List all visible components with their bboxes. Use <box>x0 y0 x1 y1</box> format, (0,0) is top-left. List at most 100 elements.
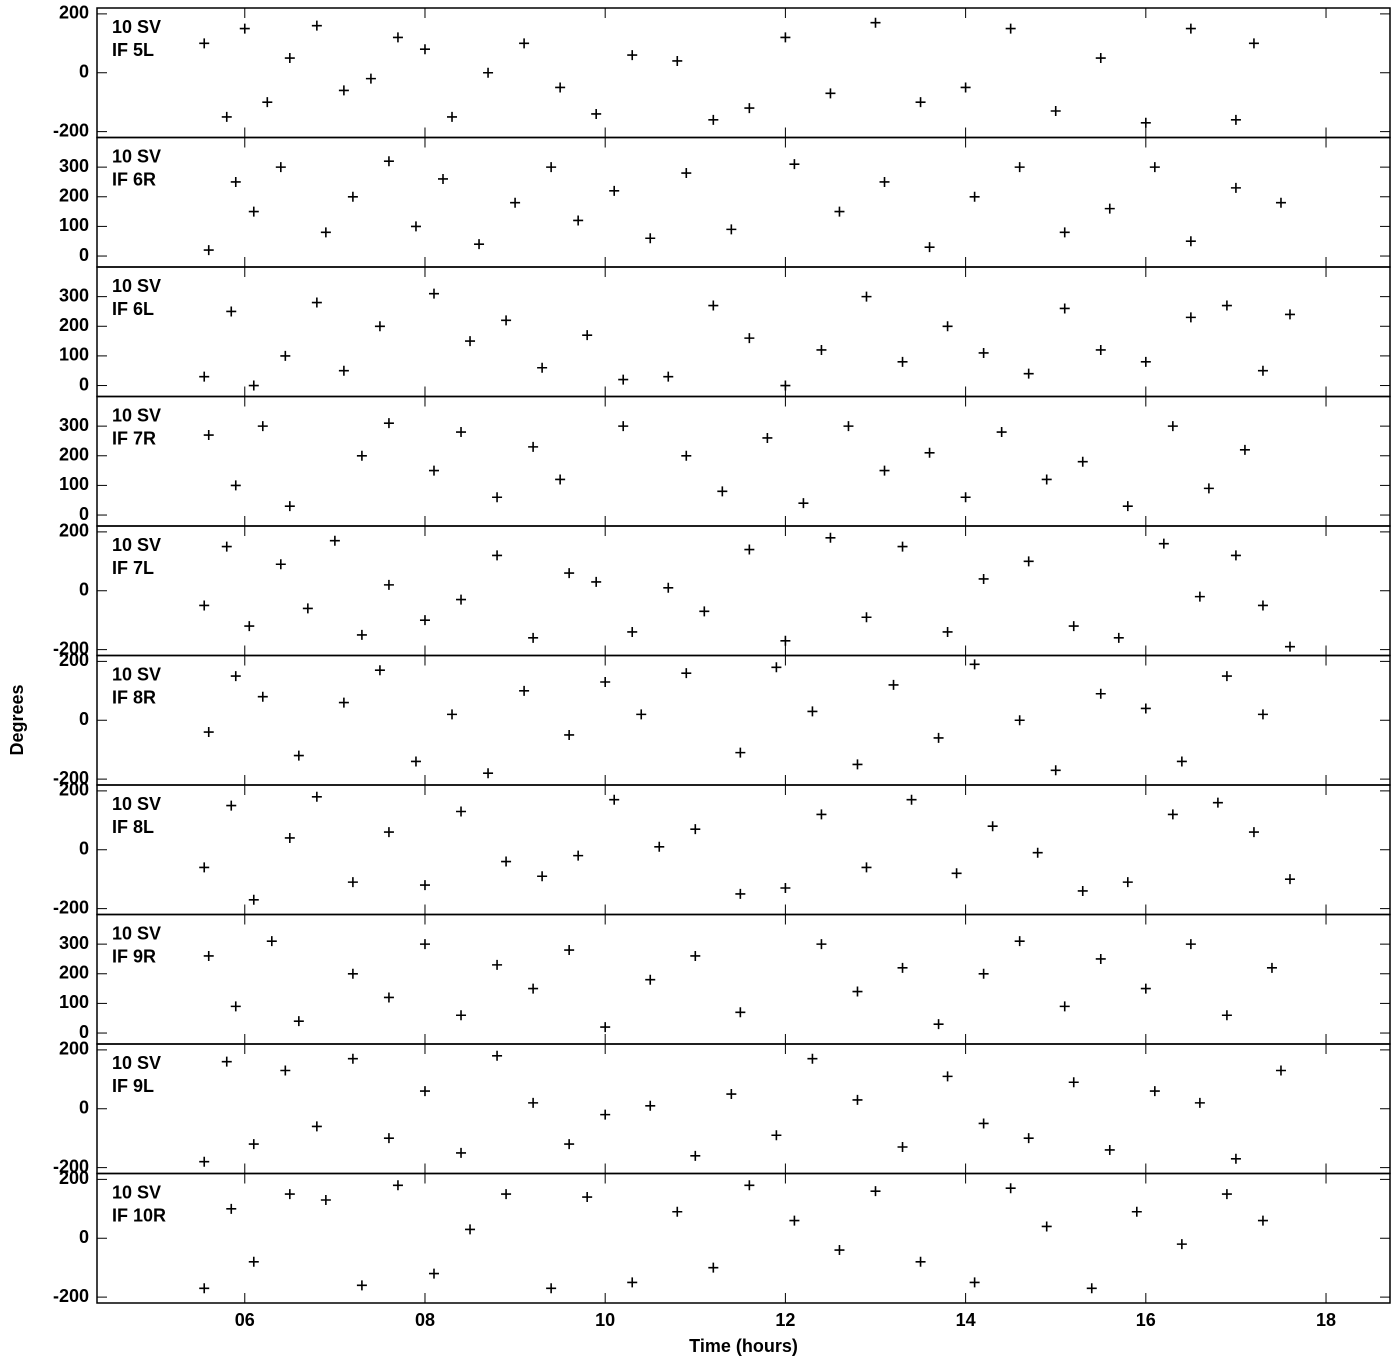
point <box>771 1130 782 1141</box>
point <box>284 1189 295 1200</box>
point <box>681 450 692 461</box>
point <box>1185 23 1196 34</box>
point <box>266 936 277 947</box>
point <box>564 729 575 740</box>
point <box>636 709 647 720</box>
point <box>987 821 998 832</box>
point <box>1140 117 1151 128</box>
point <box>555 474 566 485</box>
point <box>419 1086 430 1097</box>
point <box>744 333 755 344</box>
point <box>1014 715 1025 726</box>
point <box>789 1215 800 1226</box>
point <box>528 632 539 643</box>
y-tick-label: 0 <box>79 1227 89 1247</box>
point <box>1257 365 1268 376</box>
y-tick-label: 100 <box>59 474 89 494</box>
point <box>1104 1144 1115 1155</box>
point <box>284 501 295 512</box>
x-axis-label: Time (hours) <box>689 1336 798 1356</box>
point <box>1167 421 1178 432</box>
point <box>816 344 827 355</box>
point <box>1194 1097 1205 1108</box>
panel-label: IF 5L <box>112 40 154 60</box>
point <box>474 239 485 250</box>
point <box>1131 1206 1142 1217</box>
point <box>528 1097 539 1108</box>
point <box>374 665 385 676</box>
point <box>1257 1215 1268 1226</box>
point <box>672 55 683 66</box>
point <box>1023 368 1034 379</box>
panel-label: 10 SV <box>112 923 161 943</box>
point <box>969 1277 980 1288</box>
point <box>1149 1086 1160 1097</box>
point <box>825 88 836 99</box>
panel-frame <box>96 1043 1391 1175</box>
point <box>780 380 791 391</box>
point <box>248 894 259 905</box>
point <box>690 824 701 835</box>
point <box>1230 550 1241 561</box>
point <box>302 603 313 614</box>
point <box>924 447 935 458</box>
y-tick-label: 300 <box>59 156 89 176</box>
point <box>798 498 809 509</box>
point <box>248 1256 259 1267</box>
point <box>284 53 295 64</box>
point <box>383 156 394 167</box>
point <box>537 362 548 373</box>
point <box>978 573 989 584</box>
point <box>1284 641 1295 652</box>
point <box>627 50 638 61</box>
point <box>492 959 503 970</box>
point <box>1266 962 1277 973</box>
y-tick-label: 200 <box>59 650 89 670</box>
point <box>356 450 367 461</box>
point <box>780 32 791 43</box>
y-tick-label: 0 <box>79 709 89 729</box>
point <box>483 67 494 78</box>
point <box>735 1007 746 1018</box>
y-tick-label: -200 <box>53 1286 89 1306</box>
point <box>419 44 430 55</box>
point <box>1086 1283 1097 1294</box>
point <box>852 986 863 997</box>
y-tick-label: 200 <box>59 3 89 23</box>
point <box>1077 456 1088 467</box>
point <box>1185 236 1196 247</box>
point <box>293 1016 304 1027</box>
panel-frame <box>96 525 1391 657</box>
y-tick-label: -200 <box>53 1156 89 1176</box>
point <box>383 992 394 1003</box>
point <box>347 877 358 888</box>
point <box>1167 809 1178 820</box>
point <box>284 832 295 843</box>
point <box>248 206 259 217</box>
point <box>627 626 638 637</box>
point <box>203 430 214 441</box>
point <box>708 1262 719 1273</box>
point <box>226 306 237 317</box>
point <box>257 691 268 702</box>
point <box>861 612 872 623</box>
point <box>654 841 665 852</box>
y-tick-label: 200 <box>59 963 89 983</box>
point <box>347 1053 358 1064</box>
y-tick-label: 0 <box>79 1022 89 1042</box>
x-tick-label: 18 <box>1316 1310 1336 1330</box>
panel-label: IF 9L <box>112 1076 154 1096</box>
point <box>456 806 467 817</box>
point <box>582 330 593 341</box>
point <box>1275 197 1286 208</box>
point <box>428 1268 439 1279</box>
point <box>1212 797 1223 808</box>
y-tick-label: -200 <box>53 120 89 140</box>
point <box>915 97 926 108</box>
point <box>262 97 273 108</box>
point <box>744 103 755 114</box>
y-tick-label: 0 <box>79 245 89 265</box>
point <box>483 768 494 779</box>
point <box>275 559 286 570</box>
panel-label: IF 10R <box>112 1205 166 1225</box>
